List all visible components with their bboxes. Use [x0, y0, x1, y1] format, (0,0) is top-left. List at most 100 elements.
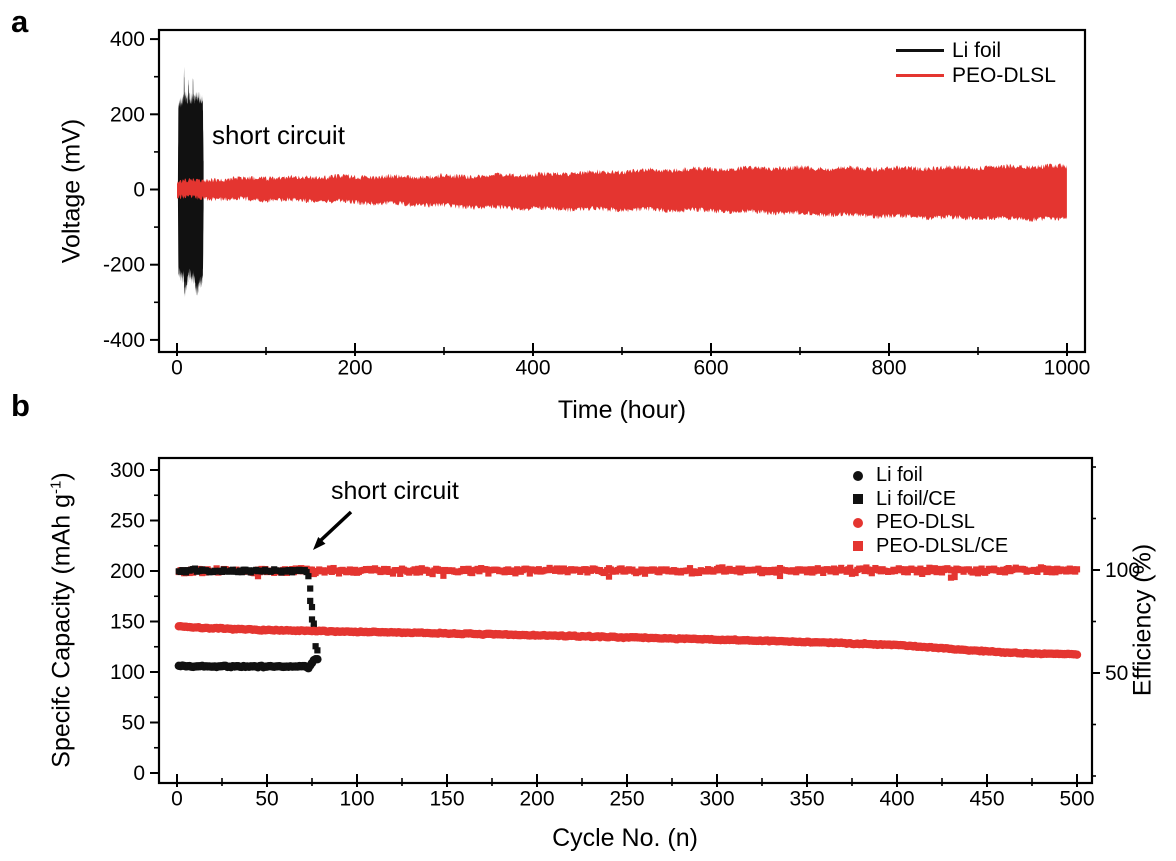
data-point	[335, 570, 343, 577]
series-peo-dlsl	[174, 621, 1082, 659]
data-point	[308, 566, 316, 573]
data-point	[389, 570, 397, 577]
data-point	[411, 566, 418, 573]
panel-b-left-axis-title: Specifc Capacity (mAh g-1)	[47, 472, 76, 767]
y-tick-label: -400	[103, 329, 145, 352]
data-point	[830, 565, 838, 572]
data-point	[1052, 569, 1059, 576]
x-tick-label: 200	[337, 356, 372, 379]
data-point-outlier	[314, 647, 321, 654]
data-point	[313, 655, 322, 664]
y-tick-label: 150	[110, 611, 145, 634]
panel-a-y-axis-title: Voltage (mV)	[57, 118, 86, 264]
x-tick-label: 1000	[1044, 356, 1091, 379]
li-foil-circle-marker-icon	[853, 470, 863, 481]
data-point-outlier	[440, 572, 447, 579]
data-point	[465, 565, 472, 572]
data-point-outlier	[947, 574, 955, 581]
data-point	[973, 566, 980, 573]
data-point-outlier	[605, 573, 613, 580]
x-tick-label: 0	[171, 356, 183, 379]
x-tick-label: 200	[519, 787, 554, 810]
panel-b-annotation: short circuit	[331, 477, 459, 505]
legend-item-peo-dlsl: PEO-DLSL	[846, 511, 1008, 535]
panel-a-plot: 0 200 400 600 800 1000 400 200 0 -200 -400	[103, 28, 1090, 379]
data-point	[931, 565, 938, 572]
peo-dlsl-circle-marker-icon	[853, 517, 863, 528]
data-point	[1073, 566, 1081, 573]
x-tick-label: 50	[255, 787, 278, 810]
data-point	[686, 565, 694, 572]
legend-item-li-foil: Li foil	[846, 464, 1008, 488]
panel-a-x-axis-title: Time (hour)	[557, 396, 687, 424]
data-point	[512, 570, 519, 577]
left-axis-title-text: Specifc Capacity (mAh g	[47, 493, 76, 768]
data-point	[483, 566, 490, 573]
annotation-arrow-head	[313, 537, 326, 550]
legend-item-peo-dlsl: PEO-DLSL	[896, 63, 1056, 88]
data-point	[926, 564, 933, 571]
data-point-outlier	[307, 585, 314, 592]
data-point	[1043, 568, 1050, 576]
panel-b-legend: Li foil Li foil/CE PEO-DLSL PEO-DLSL/CE	[846, 464, 1008, 558]
li-foil-line-swatch	[896, 49, 944, 52]
data-point	[852, 569, 859, 577]
data-point	[807, 566, 814, 573]
data-point	[861, 567, 868, 575]
y-tick-label: -200	[103, 254, 145, 277]
legend-label: Li foil	[876, 464, 923, 487]
x-tick-label: 250	[609, 787, 644, 810]
peo-dlsl-line-swatch	[896, 74, 944, 77]
peo-dlsl-ce-square-marker-icon	[853, 541, 863, 552]
data-point	[485, 570, 492, 577]
data-point	[397, 570, 404, 577]
x-tick-label: 100	[339, 787, 374, 810]
x-tick-label: 450	[969, 787, 1004, 810]
y-tick-label: 0	[133, 179, 145, 202]
left-axis-title-close: )	[47, 472, 76, 481]
data-point	[737, 569, 744, 576]
x-tick-label: 600	[693, 356, 728, 379]
data-point	[641, 570, 649, 577]
x-tick-label: 150	[429, 787, 464, 810]
legend-item-li-foil: Li foil	[896, 38, 1056, 63]
data-point	[395, 567, 402, 574]
legend-label: Li foil/CE	[876, 487, 957, 510]
y-tick-label: 250	[110, 510, 145, 533]
data-point	[924, 568, 931, 576]
x-tick-label: 350	[789, 787, 824, 810]
legend-label: PEO-DLSL/CE	[876, 534, 1009, 557]
series-li-foil-ce	[175, 565, 321, 654]
panel-a-annotation: short circuit	[212, 120, 345, 150]
panel-b-x-axis-title: Cycle No. (n)	[552, 824, 698, 852]
data-point	[758, 570, 766, 577]
data-point-outlier	[951, 573, 958, 581]
series-band-peo-dlsl	[177, 163, 1067, 222]
data-point-outlier	[312, 643, 319, 650]
data-point	[847, 564, 854, 571]
data-point	[1072, 650, 1082, 659]
data-point	[328, 568, 335, 575]
legend-item-peo-dlsl-ce: PEO-DLSL/CE	[846, 535, 1008, 559]
data-point	[755, 565, 762, 572]
series-li-foil	[174, 655, 322, 673]
legend-label: PEO-DLSL	[952, 63, 1056, 87]
data-point-outlier	[254, 573, 262, 580]
data-point-outlier	[305, 573, 312, 580]
data-point	[303, 568, 310, 576]
panel-a-legend: Li foil PEO-DLSL	[896, 38, 1056, 88]
legend-label: PEO-DLSL	[876, 511, 975, 534]
data-point	[978, 565, 985, 572]
y-tick-label: 50	[122, 712, 145, 735]
data-point	[524, 566, 532, 573]
data-point	[820, 569, 827, 577]
x-tick-label: 400	[879, 787, 914, 810]
panel-b-right-axis-title: Efficiency (%)	[1128, 543, 1157, 697]
data-point	[413, 569, 420, 576]
y-tick-label: 200	[110, 103, 145, 126]
y-tick-label: 100	[110, 661, 145, 684]
data-point-outlier	[308, 616, 316, 623]
x-tick-label: 300	[699, 787, 734, 810]
data-point	[526, 570, 533, 577]
